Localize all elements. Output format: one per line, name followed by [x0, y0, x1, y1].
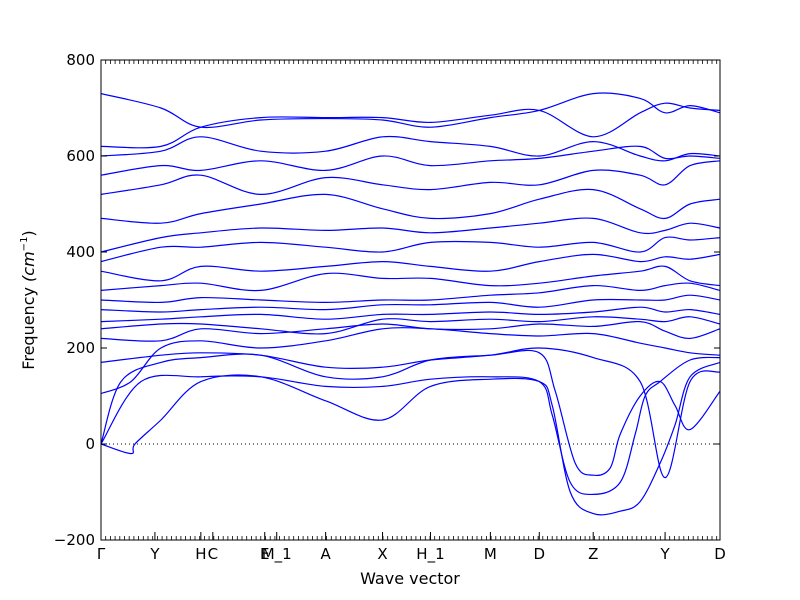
x-tick-label: M_1 [262, 545, 292, 564]
band-line [101, 160, 720, 196]
y-tick-label: 200 [66, 339, 95, 357]
x-tick-label: Y [149, 545, 160, 563]
band-line [101, 217, 720, 253]
y-axis-label: Frequency (cm−1) [19, 230, 38, 369]
y-axis-label-unit: (cm [19, 251, 38, 282]
y-tick-label: −200 [54, 531, 95, 549]
band-line [101, 102, 720, 149]
x-tick-label: H [195, 545, 206, 563]
y-axis-label-exp: −1 [19, 237, 30, 252]
y-tick-label: 400 [66, 243, 95, 261]
band-line [101, 306, 720, 323]
x-tick-label: X [377, 545, 387, 563]
band-line [101, 347, 720, 479]
y-tick-label: 800 [66, 51, 95, 69]
band-line [101, 320, 720, 342]
band-line [101, 361, 720, 516]
x-tick-label: D [714, 545, 726, 563]
y-tick-label: 600 [66, 147, 95, 165]
x-tick-label: Z [588, 545, 598, 563]
band-line [101, 349, 720, 476]
x-tick-label: D [534, 545, 546, 563]
x-tick-label: H_1 [416, 545, 444, 564]
plot-frame [100, 59, 721, 541]
band-line [101, 92, 720, 129]
x-axis-label: Wave vector [360, 569, 460, 588]
band-line [101, 188, 720, 224]
band-line [101, 145, 720, 176]
band-line [101, 236, 720, 263]
band-line [101, 282, 720, 304]
x-tick-label: C [208, 545, 218, 563]
band-line [101, 294, 720, 313]
y-tick-label: 0 [85, 435, 95, 453]
x-tick-label: A [321, 545, 332, 563]
x-axis: Γ Y H C EM_1 A X H_1 M D Z Y D [97, 532, 726, 564]
band-line [101, 316, 720, 335]
band-line [101, 253, 720, 282]
x-tick-label: E [260, 545, 269, 563]
band-line [101, 135, 720, 162]
y-axis-label-close: ) [19, 230, 38, 236]
minor-ticks [100, 60, 718, 540]
band-line [101, 265, 720, 292]
x-tick-label: Y [660, 545, 671, 563]
x-tick-label: Γ [97, 545, 106, 563]
y-axis-label-main: Frequency [19, 287, 38, 370]
y-axis: −200 0 200 400 600 800 [54, 51, 720, 549]
band-lines [101, 92, 720, 516]
x-tick-label: M [484, 545, 497, 563]
